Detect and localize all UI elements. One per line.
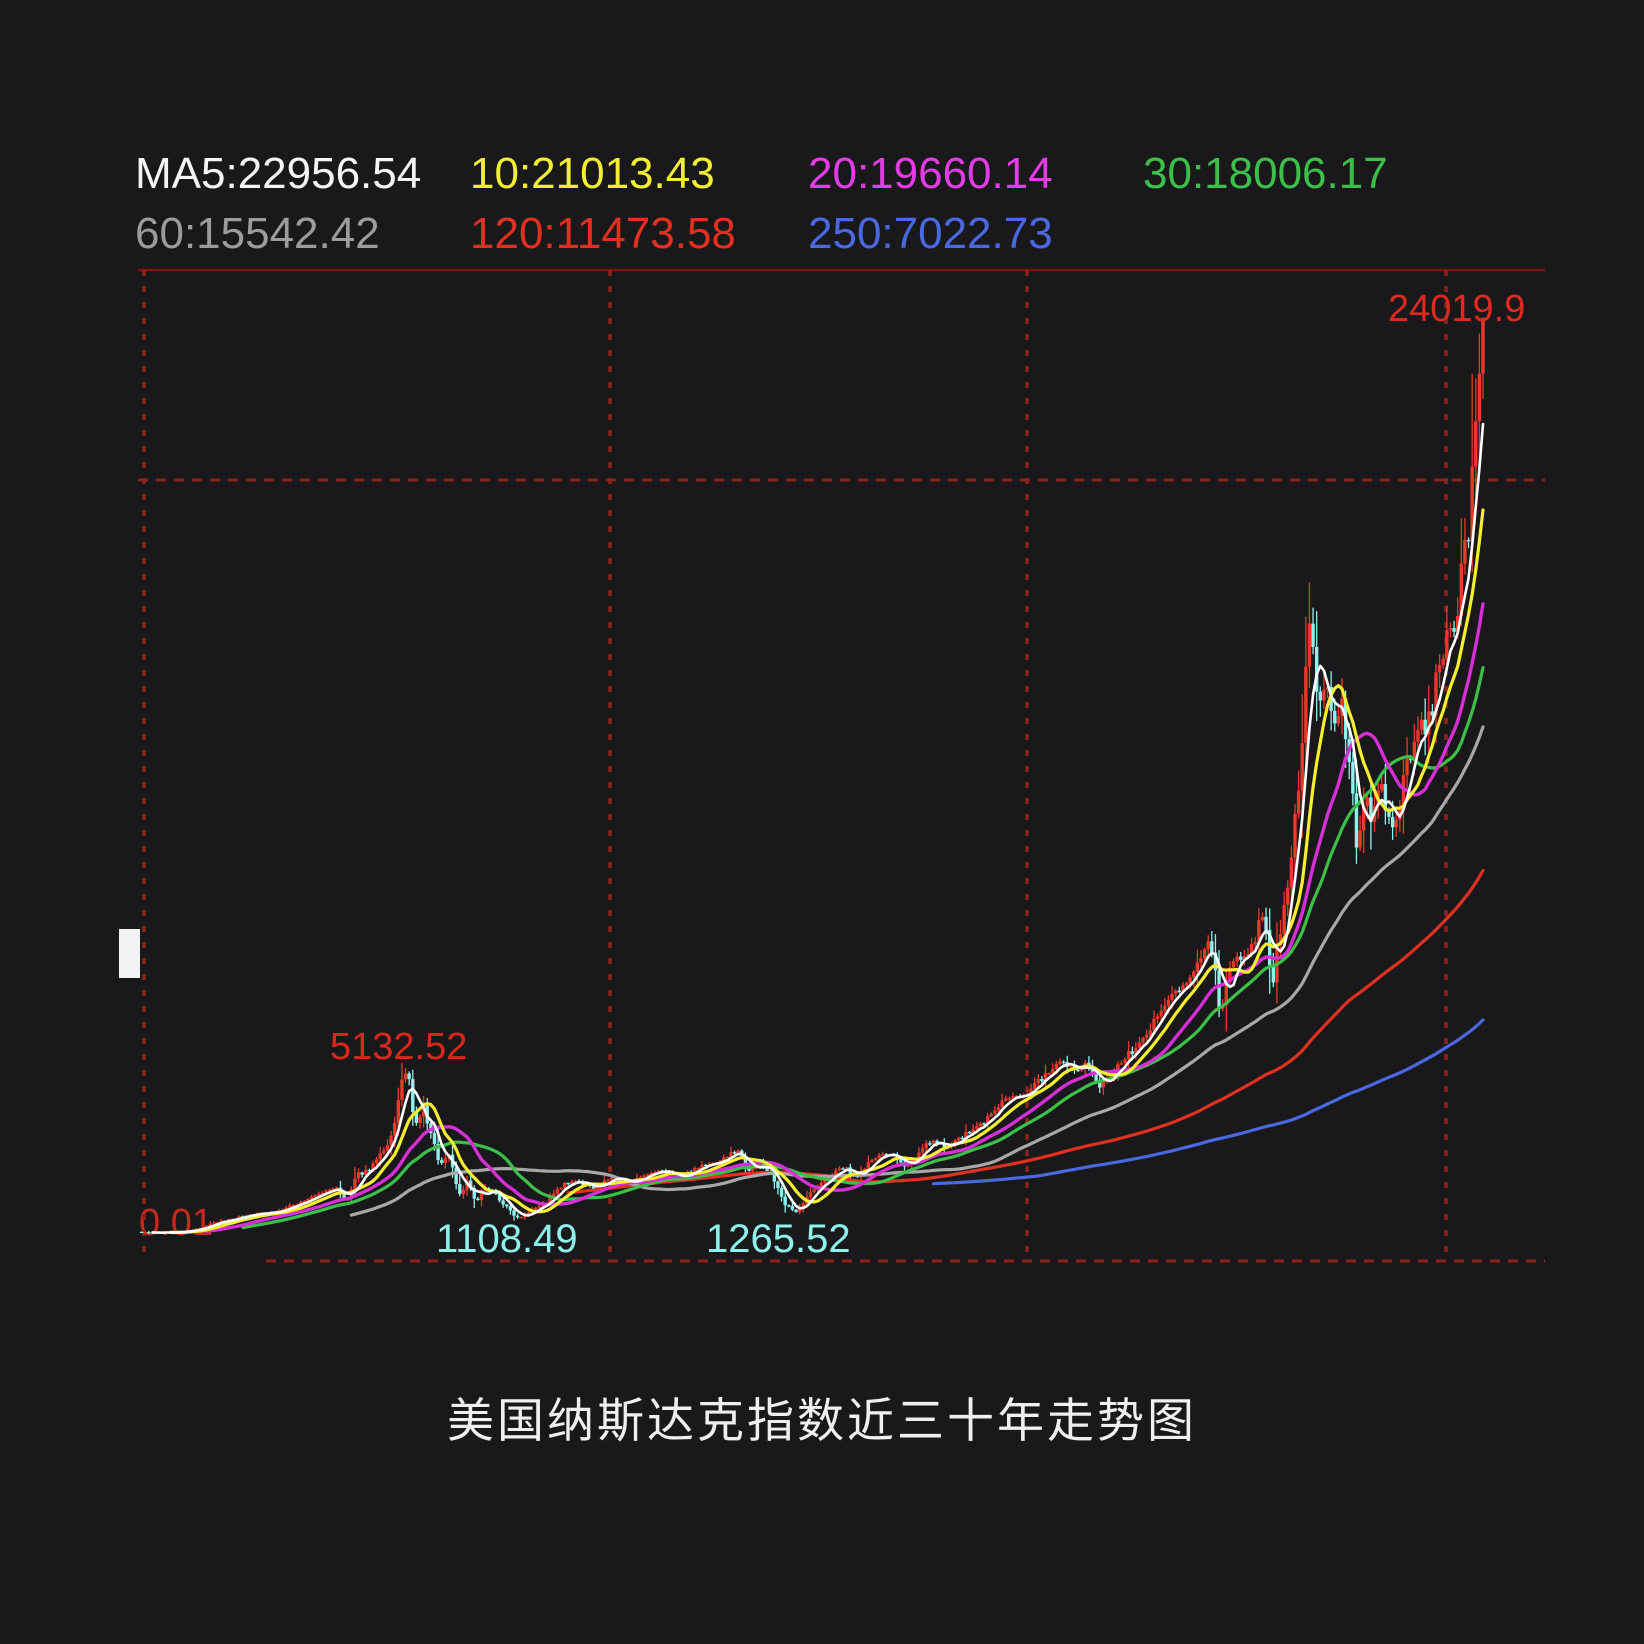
axis-low-label: 0.01 [139, 1202, 213, 1244]
ma250-legend-value: 250:7022.73 [808, 209, 1053, 258]
ma10-legend-value: 10:21013.43 [470, 149, 715, 198]
ma30-legend-value: 30:18006.17 [1143, 149, 1388, 198]
chart-title: 美国纳斯达克指数近三十年走势图 [447, 1396, 1197, 1448]
ma120-legend-value: 120:11473.58 [470, 209, 736, 258]
peak-2000-label: 5132.52 [330, 1026, 468, 1068]
ma20-legend-value: 20:19660.14 [808, 149, 1053, 198]
low-2009-label: 1265.52 [706, 1217, 851, 1261]
low-2002-label: 1108.49 [436, 1217, 578, 1261]
left-edge-marker [119, 929, 140, 978]
current-high-label: 24019.9 [1388, 288, 1526, 330]
ma5-legend-value: MA5:22956.54 [135, 149, 422, 198]
ma60-legend-value: 60:15542.42 [135, 209, 380, 258]
